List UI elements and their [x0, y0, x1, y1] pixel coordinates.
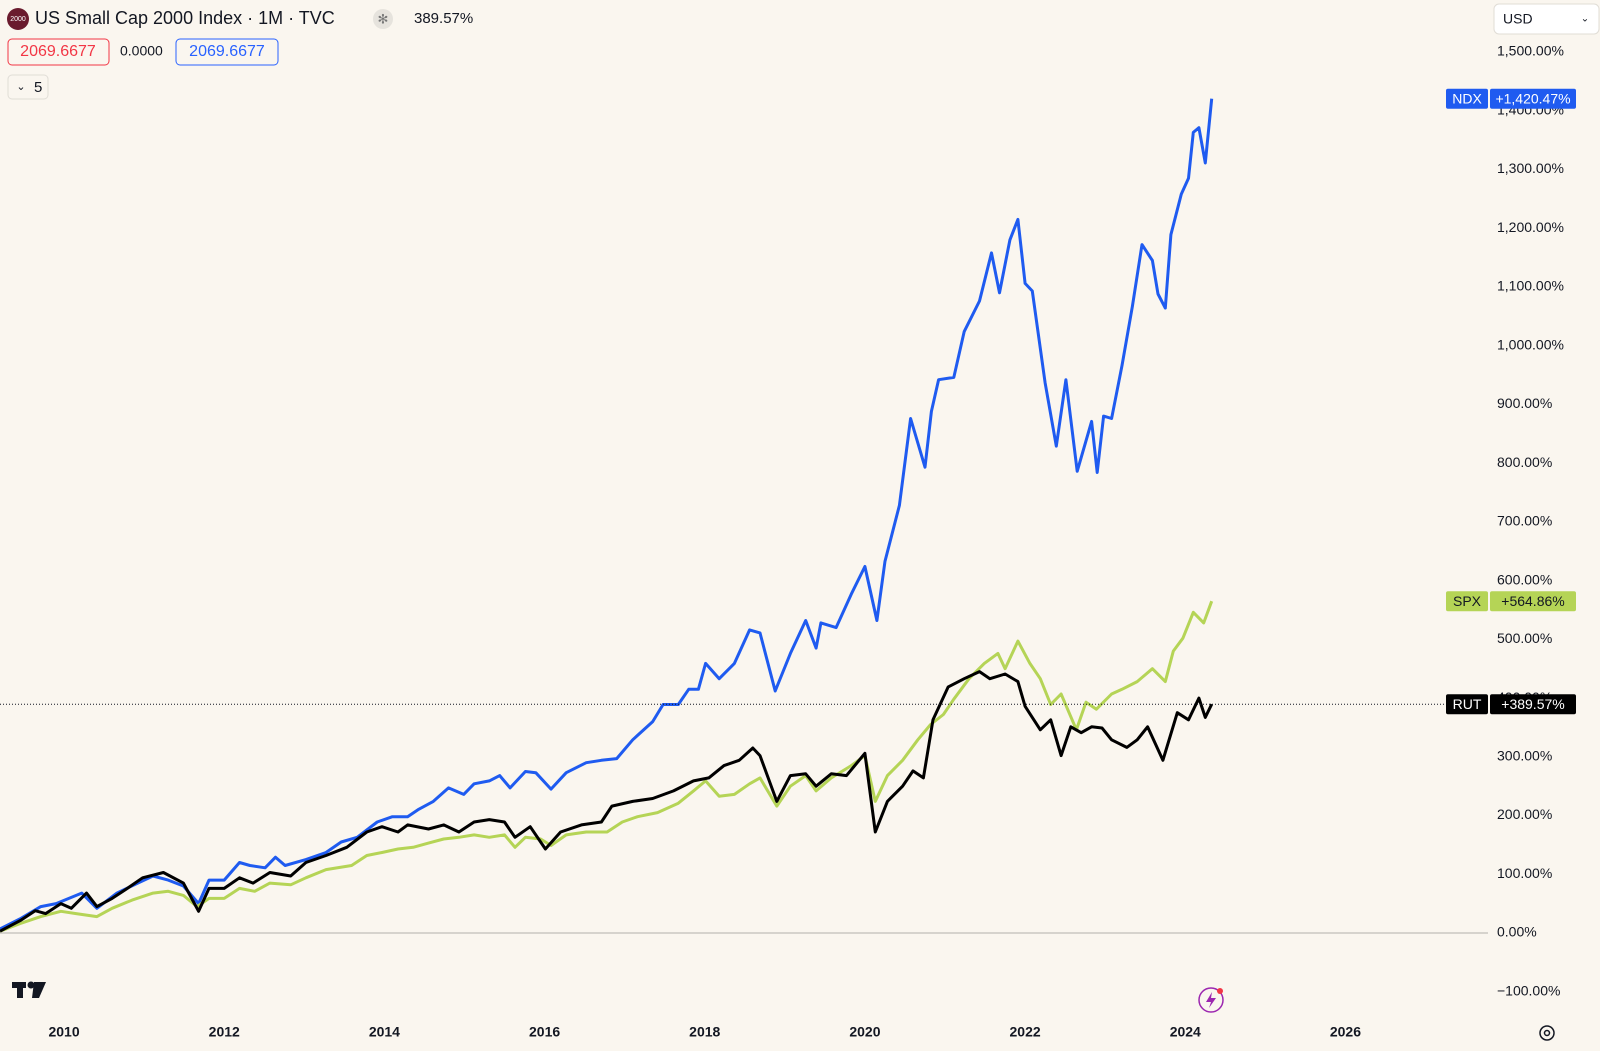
price-box[interactable] — [7, 38, 110, 66]
status-icon — [373, 9, 393, 29]
y-tick-label: 700.00% — [1497, 513, 1552, 529]
badge-value-bg — [1490, 591, 1576, 612]
y-tick-label: 1,200.00% — [1497, 219, 1564, 235]
badge-value-bg — [1490, 694, 1576, 715]
series-line — [0, 670, 1214, 933]
change: 389.57% — [414, 10, 473, 27]
y-tick-label: 500.00% — [1497, 630, 1552, 646]
chevron: ⌄ — [16, 81, 25, 93]
x-tick-label: 2014 — [369, 1024, 400, 1040]
currency-select[interactable] — [1493, 3, 1600, 35]
y-tick-label: 600.00% — [1497, 571, 1552, 587]
x-tick-label: 2010 — [48, 1024, 79, 1040]
symbol-icon-text: 2000 — [10, 16, 26, 23]
y-tick-label: 900.00% — [1497, 395, 1552, 411]
lightning-glyph — [1206, 992, 1216, 1008]
tv-logo — [12, 981, 46, 998]
x-tick-label: 2026 — [1330, 1024, 1361, 1040]
price-left: 2069.6677 — [20, 43, 96, 60]
settings-icon-core — [1543, 1029, 1551, 1037]
y-tick-label: 1,500.00% — [1497, 43, 1564, 59]
y-tick-label: 1,100.00% — [1497, 278, 1564, 294]
badge-name: NDX — [1452, 90, 1482, 106]
y-tick-label: −100.00% — [1497, 982, 1560, 998]
badge-value: +564.86% — [1501, 593, 1564, 609]
status-glyph: ✻ — [378, 11, 389, 26]
chevron: ⌄ — [1581, 14, 1589, 25]
indicator-toggle[interactable] — [7, 74, 49, 100]
y-tick-label: 1,300.00% — [1497, 160, 1564, 176]
x-tick-label: 2012 — [209, 1024, 240, 1040]
y-tick-label: 1,000.00% — [1497, 336, 1564, 352]
indicator-count: 5 — [34, 79, 42, 96]
series-line — [0, 98, 1214, 931]
y-tick-label: 0.00% — [1497, 924, 1537, 940]
plot-area — [0, 98, 1488, 934]
badge-name-bg — [1446, 88, 1488, 109]
notification-dot — [1217, 988, 1223, 994]
x-tick-label: 2018 — [689, 1024, 720, 1040]
price-mid: 0.0000 — [120, 43, 163, 59]
lightning-icon[interactable] — [1198, 987, 1224, 1013]
y-tick-label: 100.00% — [1497, 865, 1552, 881]
badge-name-bg — [1446, 591, 1488, 612]
x-tick-label: 2016 — [529, 1024, 560, 1040]
y-tick-label: 200.00% — [1497, 806, 1552, 822]
badge-value-bg — [1490, 88, 1576, 109]
y-tick-label: 300.00% — [1497, 748, 1552, 764]
y-tick-label: 800.00% — [1497, 454, 1552, 470]
currency: USD — [1503, 11, 1533, 27]
series-line — [0, 600, 1214, 933]
price-box[interactable] — [175, 38, 279, 66]
badge-value: +1,420.47% — [1495, 90, 1570, 106]
x-tick-label: 2024 — [1170, 1024, 1201, 1040]
badge-name: RUT — [1453, 696, 1482, 712]
badge-name-bg — [1446, 694, 1488, 715]
settings-icon[interactable] — [1539, 1025, 1555, 1041]
x-tick-label: 2022 — [1010, 1024, 1041, 1040]
symbol-icon — [7, 8, 29, 30]
title: US Small Cap 2000 Index · 1M · TVC — [35, 8, 335, 28]
badge-value: +389.57% — [1501, 696, 1564, 712]
x-tick-label: 2020 — [849, 1024, 880, 1040]
badge-name: SPX — [1453, 593, 1482, 609]
price-right: 2069.6677 — [189, 43, 265, 60]
